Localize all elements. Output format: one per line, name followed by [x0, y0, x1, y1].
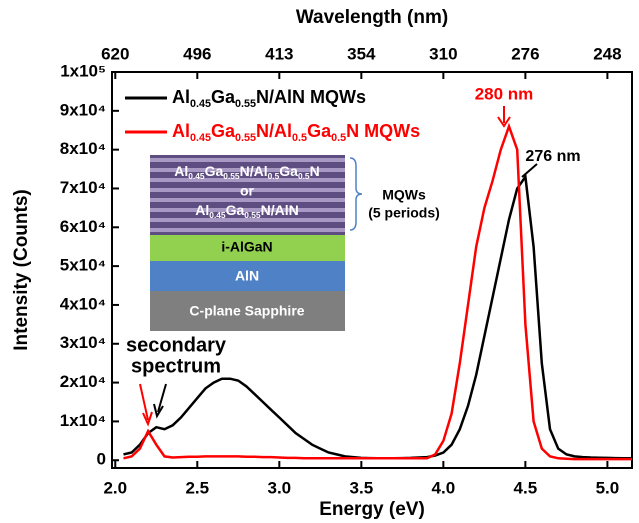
x2-tick-label: 496 — [183, 44, 211, 63]
text-part: 0.55 — [235, 132, 256, 144]
text-part: 0.5 — [298, 171, 310, 181]
brace-label: (5 periods) — [368, 205, 440, 221]
inset-label: Al0.45Ga0.55N/Al0.5Ga0.5N — [174, 163, 319, 182]
text-part: Ga — [205, 163, 224, 179]
y-tick-label: 0 — [97, 450, 106, 469]
x2-tick-label: 413 — [265, 44, 293, 63]
brace-label: MQWs — [382, 187, 426, 203]
text-part: 0.55 — [223, 171, 240, 181]
x-axis-title: Energy (eV) — [319, 499, 425, 520]
x2-tick-label: 354 — [347, 44, 376, 63]
x-tick-label: 4.0 — [432, 478, 456, 497]
annotation: 276 nm — [525, 148, 580, 165]
inset-label: C-plane Sapphire — [189, 303, 304, 319]
x-tick-label: 3.0 — [267, 478, 291, 497]
text-part: 0.45 — [209, 210, 226, 220]
y-tick-label: 9x10⁴ — [60, 100, 106, 119]
inset-label: AlN — [235, 268, 259, 284]
text-part: Ga — [226, 202, 245, 218]
text-part: 0.5 — [268, 171, 280, 181]
text-part: 0.45 — [188, 171, 205, 181]
text-part: 0.45 — [190, 132, 211, 144]
x2-tick-label: 276 — [511, 44, 539, 63]
x-tick-label: 5.0 — [596, 478, 620, 497]
text-part: Al — [174, 163, 188, 179]
y-tick-label: 2x10⁴ — [60, 372, 106, 391]
text-part: Ga — [279, 163, 298, 179]
arrow-head — [142, 411, 153, 427]
text-part: Al — [195, 202, 209, 218]
text-part: N — [310, 163, 320, 179]
text-part: 0.45 — [190, 98, 211, 110]
annotation: spectrum — [131, 355, 221, 377]
i-algan-layer — [150, 235, 345, 261]
arrow-head — [153, 403, 164, 419]
y-tick-label: 1x10⁴ — [60, 411, 106, 430]
x2-tick-label: 620 — [101, 44, 129, 63]
x2-tick-label: 310 — [429, 44, 457, 63]
y-tick-label: 5x10⁴ — [60, 256, 106, 275]
inset-label: or — [240, 183, 255, 199]
x-tick-label: 2.0 — [103, 478, 127, 497]
y-tick-label: 7x10⁴ — [60, 178, 106, 197]
legend-label: Al0.45Ga0.55N/Al0.5Ga0.5N MQWs — [172, 121, 420, 144]
text-part: 0.55 — [235, 98, 256, 110]
y-tick-label: 6x10⁴ — [60, 217, 106, 236]
x2-tick-label: 248 — [593, 44, 621, 63]
arrow-head — [497, 116, 511, 128]
text-part: Ga — [307, 121, 332, 141]
text-part: 0.5 — [331, 132, 346, 144]
inset-label: i-AlGaN — [221, 239, 272, 255]
inset: MQWs (5 periods) Al0.45Ga0.55N/Al0.5Ga0.… — [150, 155, 440, 331]
y-tick-label: 1x10⁵ — [60, 61, 106, 80]
x2-axis-title: Wavelength (nm) — [296, 7, 448, 28]
text-part: N/Al — [240, 163, 268, 179]
plot-frame — [111, 71, 633, 469]
arrow — [139, 383, 149, 421]
text-part: 0.55 — [244, 210, 261, 220]
series-line — [123, 122, 632, 461]
arrow — [157, 383, 167, 413]
text-part: N/AlN — [261, 202, 299, 218]
x-tick-label: 3.5 — [350, 478, 374, 497]
brace — [349, 157, 363, 231]
arrow — [521, 163, 538, 178]
y-tick-label: 4x10⁴ — [60, 294, 106, 313]
text-part: Al — [172, 121, 190, 141]
text-part: N/Al — [256, 121, 292, 141]
mqw-stripes — [150, 158, 345, 232]
annotation: 280 nm — [475, 84, 534, 103]
inset-label: Al0.45Ga0.55N/AlN — [195, 202, 298, 221]
annotation: secondary — [126, 334, 227, 356]
y-axis-title: Intensity (Counts) — [11, 189, 32, 351]
x-tick-label: 4.5 — [514, 478, 538, 497]
x-tick-label: 2.5 — [185, 478, 209, 497]
y-tick-label: 3x10⁴ — [60, 333, 106, 352]
text-part: N/AlN MQWs — [256, 87, 366, 107]
aln-layer — [150, 261, 345, 291]
legend-label: Al0.45Ga0.55N/AlN MQWs — [172, 87, 366, 110]
text-part: Al — [172, 87, 190, 107]
y-tick-label: 8x10⁴ — [60, 139, 106, 158]
text-part: N MQWs — [346, 121, 420, 141]
text-part: Ga — [211, 121, 236, 141]
text-part: 0.5 — [292, 132, 307, 144]
text-part: Ga — [211, 87, 236, 107]
sapphire-layer — [150, 291, 345, 331]
